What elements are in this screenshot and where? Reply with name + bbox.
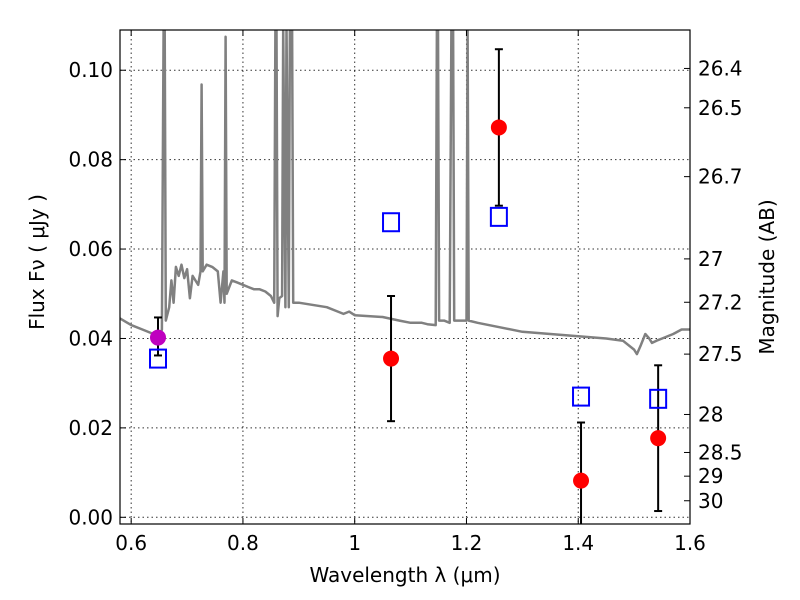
model-point bbox=[489, 206, 508, 227]
right-tick-label: 28 bbox=[698, 402, 723, 426]
right-tick-label: 30 bbox=[698, 489, 723, 513]
plot-frame bbox=[119, 29, 691, 525]
x-tick-label: 1.2 bbox=[451, 531, 483, 555]
observed-point bbox=[650, 430, 667, 447]
right-tick-label: 26.5 bbox=[698, 96, 743, 120]
model-point bbox=[649, 388, 668, 409]
y-tick-label: 0.04 bbox=[68, 326, 113, 350]
model-point bbox=[572, 386, 591, 407]
model-point bbox=[382, 212, 401, 233]
right-tick-label: 27.2 bbox=[698, 290, 743, 314]
x-tick-label: 1.4 bbox=[562, 531, 594, 555]
model-point bbox=[149, 348, 167, 369]
y-tick-label: 0.02 bbox=[68, 416, 113, 440]
x-tick-label: 1.6 bbox=[674, 531, 706, 555]
right-tick-label: 26.4 bbox=[698, 56, 743, 80]
observed-point bbox=[490, 119, 507, 136]
x-tick-label: 0.8 bbox=[227, 531, 259, 555]
right-tick-label: 27.5 bbox=[698, 342, 743, 366]
x-tick-label: 1 bbox=[348, 531, 361, 555]
observed-point bbox=[383, 350, 400, 367]
right-tick-label: 28.5 bbox=[698, 440, 743, 464]
right-tick-label: 29 bbox=[698, 464, 723, 488]
plot-area bbox=[120, 30, 690, 524]
observed-point bbox=[573, 472, 590, 489]
x-tick-label: 0.6 bbox=[115, 531, 147, 555]
x-axis-label: Wavelength λ (μm) bbox=[309, 563, 500, 587]
right-axis-label: Magnitude (AB) bbox=[755, 199, 779, 354]
y-axis-ticks: 0.00 0.02 0.04 0.06 0.08 0.10 bbox=[68, 58, 126, 529]
y-tick-label: 0.00 bbox=[68, 505, 113, 529]
observed-points bbox=[150, 119, 667, 489]
spectrum-line bbox=[120, 30, 690, 356]
right-tick-label: 27 bbox=[698, 247, 723, 271]
y-tick-label: 0.06 bbox=[68, 237, 113, 261]
y-tick-label: 0.10 bbox=[68, 58, 113, 82]
y-axis-label: Flux Fν ( μJy ) bbox=[25, 194, 49, 330]
x-axis-ticks: 0.6 0.8 1 1.2 1.4 1.6 bbox=[115, 30, 706, 555]
model-points bbox=[149, 206, 668, 409]
right-tick-label: 26.7 bbox=[698, 165, 743, 189]
observed-point bbox=[150, 329, 166, 346]
y-tick-label: 0.08 bbox=[68, 148, 113, 172]
